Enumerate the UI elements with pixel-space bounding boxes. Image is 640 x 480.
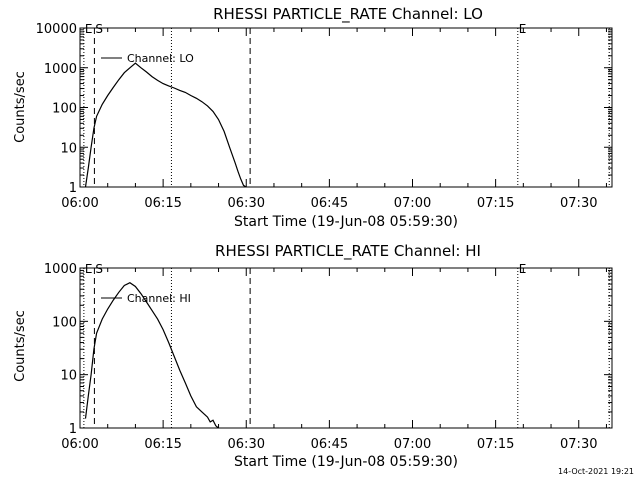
y-tick-label: 1000 <box>44 62 77 77</box>
y-tick-label: 10 <box>60 369 77 384</box>
event-marker-label: S <box>95 22 103 36</box>
series-line-hi <box>84 282 219 429</box>
event-marker-label: E <box>519 262 527 276</box>
event-marker-label: E <box>519 22 527 36</box>
x-tick-label: 06:00 <box>61 437 98 452</box>
y-tick-label: 10 <box>60 141 77 156</box>
chart-title-hi: RHESSI PARTICLE_RATE Channel: HI <box>215 242 481 261</box>
x-tick-label: 07:00 <box>394 437 431 452</box>
x-axis-label-hi: Start Time (19-Jun-08 05:59:30) <box>234 454 458 470</box>
legend-label-lo: Channel: LO <box>127 52 194 65</box>
y-axis-label-lo: Counts/sec <box>13 71 28 143</box>
x-tick-label: 07:15 <box>477 437 514 452</box>
x-axis-label-lo: Start Time (19-Jun-08 05:59:30) <box>234 214 458 230</box>
panel-lo: RHESSI PARTICLE_RATE Channel: LO Start T… <box>13 5 613 230</box>
y-tick-label: 1000 <box>44 262 77 277</box>
series-line-lo <box>84 62 247 188</box>
y-axis-label-hi: Counts/sec <box>13 310 28 382</box>
x-tick-label: 07:30 <box>560 437 597 452</box>
footer-timestamp: 14-Oct-2021 19:21 <box>558 467 634 476</box>
x-tick-label: 06:30 <box>228 196 265 211</box>
y-tick-label: 1 <box>69 181 77 196</box>
panel-hi: RHESSI PARTICLE_RATE Channel: HI Start T… <box>13 242 613 470</box>
x-tick-label: 06:15 <box>144 196 181 211</box>
event-marker-label: S <box>95 262 103 276</box>
x-tick-label: 06:00 <box>61 196 98 211</box>
x-tick-label: 06:45 <box>311 196 348 211</box>
y-tick-label: 10000 <box>36 22 77 37</box>
y-tick-label: 1 <box>69 422 77 437</box>
x-tick-label: 06:15 <box>144 437 181 452</box>
y-tick-label: 100 <box>52 102 77 117</box>
x-tick-label: 06:45 <box>311 437 348 452</box>
x-tick-label: 07:00 <box>394 196 431 211</box>
chart-title-lo: RHESSI PARTICLE_RATE Channel: LO <box>213 5 483 24</box>
plot-frame-hi <box>79 267 613 429</box>
event-marker-label: E <box>85 262 93 276</box>
y-tick-label: 100 <box>52 315 77 330</box>
x-tick-label: 06:30 <box>228 437 265 452</box>
legend-label-hi: Channel: HI <box>127 292 191 305</box>
x-tick-label: 07:15 <box>477 196 514 211</box>
x-tick-label: 07:30 <box>560 196 597 211</box>
event-marker-label: E <box>85 22 93 36</box>
